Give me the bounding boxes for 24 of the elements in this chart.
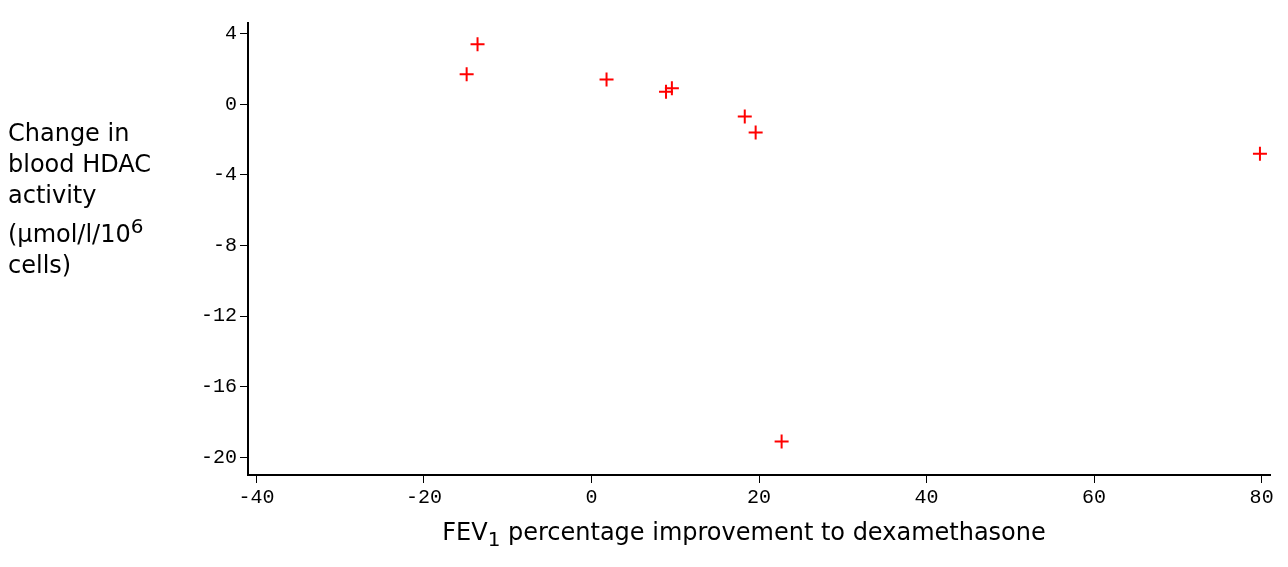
x-tick-label: 40 [914, 486, 939, 510]
x-tick-label: -20 [405, 486, 442, 510]
y-tick-label: -8 [212, 233, 238, 257]
point [1251, 145, 1268, 162]
x-tick-label: 0 [585, 486, 598, 510]
point [773, 433, 790, 450]
point [458, 66, 475, 83]
y-tick-label: -20 [200, 445, 238, 469]
point [736, 108, 753, 125]
x-tick-label: 60 [1082, 486, 1107, 510]
y-tick-label: -12 [200, 304, 238, 328]
x-tick-label: 80 [1249, 486, 1274, 510]
point [747, 124, 764, 141]
x-axis-title: FEV$_{1}$ percentage improvement to dexamethasone [441, 518, 1047, 551]
y-tick-label: 0 [224, 92, 238, 116]
text: Change in blood HDAC activity (µmol/l/10$^{6}$ cells) [8, 119, 151, 279]
x-tick-label: -40 [238, 486, 275, 510]
y-tick-label: 4 [224, 21, 238, 45]
x-tick-label: 20 [747, 486, 772, 510]
y-tick-label: -4 [212, 163, 238, 187]
point [663, 80, 680, 97]
point [598, 71, 615, 88]
point [469, 36, 486, 53]
y-tick-label: -16 [200, 375, 238, 399]
